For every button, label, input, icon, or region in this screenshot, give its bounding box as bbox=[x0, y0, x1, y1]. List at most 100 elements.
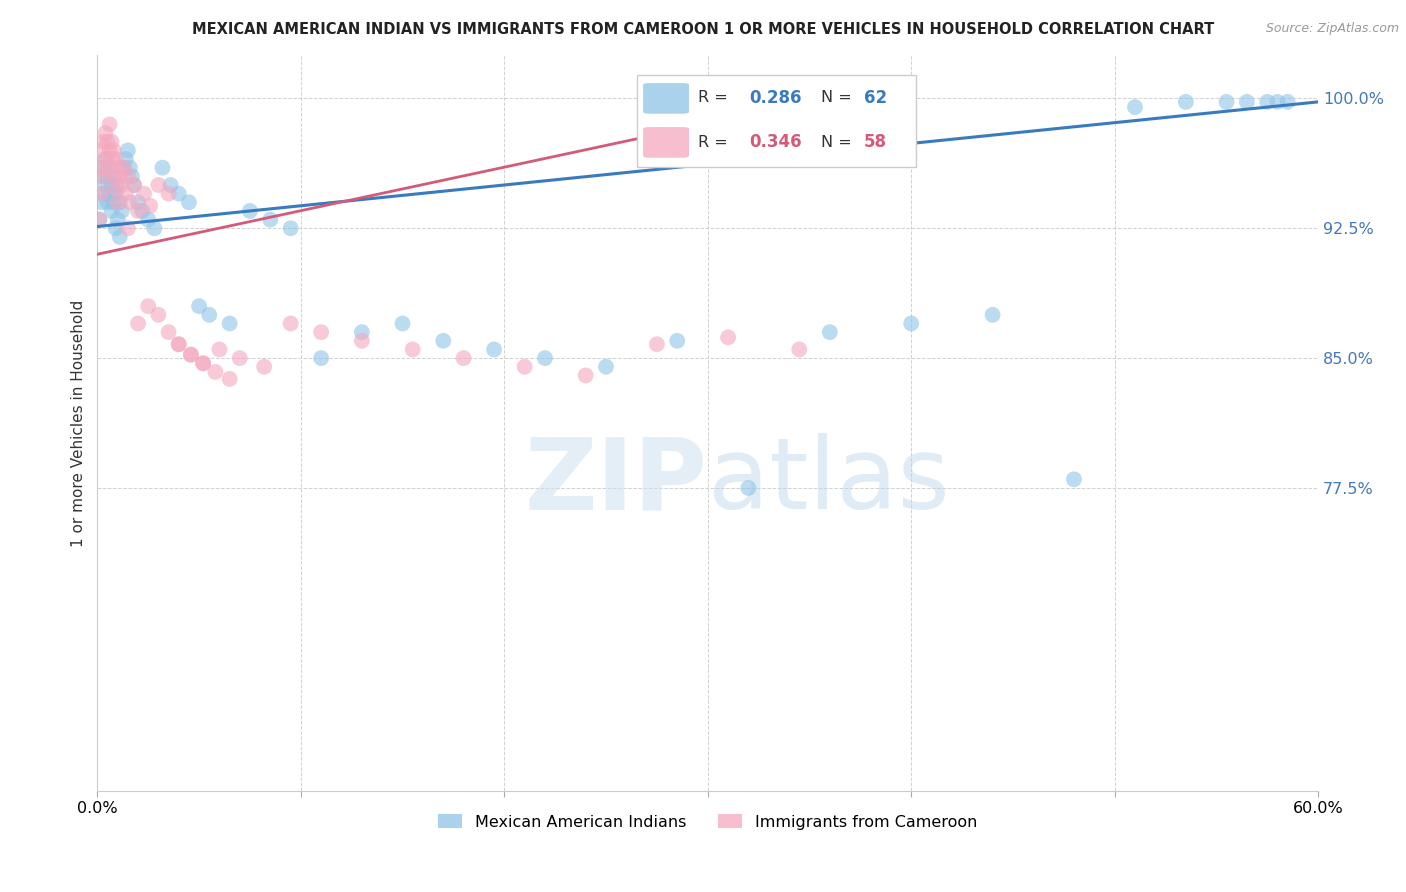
Point bbox=[513, 359, 536, 374]
Point bbox=[666, 334, 689, 348]
Point bbox=[94, 152, 117, 166]
Point bbox=[157, 325, 180, 339]
Point bbox=[453, 351, 475, 365]
Point bbox=[204, 365, 226, 379]
Point bbox=[1063, 472, 1085, 486]
Point bbox=[107, 212, 129, 227]
Point bbox=[90, 195, 112, 210]
Point bbox=[191, 356, 214, 370]
Point bbox=[218, 372, 240, 386]
Point bbox=[93, 135, 115, 149]
Point bbox=[167, 186, 190, 201]
Point bbox=[96, 169, 118, 184]
Point bbox=[93, 169, 115, 184]
Y-axis label: 1 or more Vehicles in Household: 1 or more Vehicles in Household bbox=[72, 300, 86, 547]
Point bbox=[157, 186, 180, 201]
Point bbox=[127, 195, 149, 210]
Point bbox=[595, 359, 617, 374]
Point bbox=[103, 195, 125, 210]
Point bbox=[208, 343, 231, 357]
Point bbox=[1267, 95, 1289, 109]
Point bbox=[111, 178, 134, 192]
Point bbox=[645, 337, 668, 351]
Point bbox=[350, 334, 373, 348]
Point bbox=[108, 230, 131, 244]
Point bbox=[121, 169, 143, 184]
Point bbox=[111, 203, 134, 218]
Point bbox=[717, 330, 740, 344]
Point bbox=[737, 481, 759, 495]
Point bbox=[118, 195, 141, 210]
Point bbox=[90, 169, 112, 184]
Point bbox=[127, 203, 149, 218]
Legend: Mexican American Indians, Immigrants from Cameroon: Mexican American Indians, Immigrants fro… bbox=[432, 807, 984, 836]
Point bbox=[90, 186, 112, 201]
Point bbox=[218, 317, 240, 331]
Point bbox=[134, 186, 156, 201]
Point bbox=[104, 186, 127, 201]
Point bbox=[198, 308, 221, 322]
Point bbox=[114, 152, 136, 166]
Point bbox=[402, 343, 425, 357]
Point bbox=[108, 169, 131, 184]
Point bbox=[103, 169, 125, 184]
Point bbox=[118, 161, 141, 175]
Point bbox=[131, 203, 153, 218]
Point bbox=[229, 351, 252, 365]
Point bbox=[104, 221, 127, 235]
Point bbox=[117, 221, 139, 235]
Point bbox=[159, 178, 181, 192]
Point bbox=[89, 212, 111, 227]
Point bbox=[100, 135, 122, 149]
Point bbox=[280, 317, 302, 331]
Point bbox=[1256, 95, 1278, 109]
Point bbox=[100, 152, 122, 166]
Point bbox=[90, 144, 112, 158]
Point bbox=[104, 152, 127, 166]
Point bbox=[191, 356, 214, 370]
Point bbox=[432, 334, 454, 348]
Point bbox=[127, 317, 149, 331]
Point bbox=[818, 325, 841, 339]
Point bbox=[239, 203, 262, 218]
Point bbox=[1236, 95, 1258, 109]
Point bbox=[96, 195, 118, 210]
Point bbox=[900, 317, 922, 331]
Point bbox=[787, 343, 810, 357]
Point bbox=[152, 161, 174, 175]
Text: ZIP: ZIP bbox=[524, 434, 707, 531]
Point bbox=[96, 135, 118, 149]
Point bbox=[148, 308, 170, 322]
Text: atlas: atlas bbox=[707, 434, 949, 531]
Point bbox=[1174, 95, 1197, 109]
Point bbox=[391, 317, 413, 331]
Point bbox=[534, 351, 557, 365]
Point bbox=[136, 212, 159, 227]
Point bbox=[180, 348, 202, 362]
Point bbox=[107, 195, 129, 210]
Point bbox=[188, 299, 211, 313]
Point bbox=[117, 144, 139, 158]
Point bbox=[981, 308, 1004, 322]
Point bbox=[280, 221, 302, 235]
Point bbox=[122, 178, 145, 192]
Point bbox=[107, 178, 129, 192]
Point bbox=[98, 117, 121, 131]
Point bbox=[253, 359, 276, 374]
Point bbox=[167, 337, 190, 351]
Point bbox=[103, 144, 125, 158]
Point bbox=[89, 212, 111, 227]
Point bbox=[107, 161, 129, 175]
Point bbox=[122, 178, 145, 192]
Point bbox=[104, 181, 127, 195]
Point bbox=[94, 178, 117, 192]
Point bbox=[482, 343, 505, 357]
Point bbox=[100, 178, 122, 192]
Point bbox=[143, 221, 166, 235]
Point bbox=[94, 152, 117, 166]
Point bbox=[167, 337, 190, 351]
Point bbox=[98, 161, 121, 175]
Point bbox=[103, 169, 125, 184]
Point bbox=[117, 169, 139, 184]
Point bbox=[89, 161, 111, 175]
